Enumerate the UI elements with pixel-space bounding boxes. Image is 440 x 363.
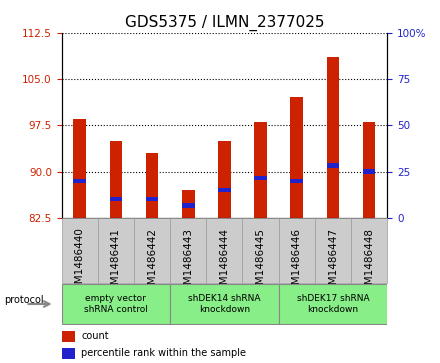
Bar — [146, 197, 158, 201]
Bar — [206, 218, 242, 283]
Bar — [73, 119, 86, 218]
Text: shDEK14 shRNA
knockdown: shDEK14 shRNA knockdown — [188, 294, 260, 314]
Text: GSM1486441: GSM1486441 — [111, 228, 121, 298]
Bar — [315, 218, 351, 283]
Bar — [279, 284, 387, 324]
Title: GDS5375 / ILMN_2377025: GDS5375 / ILMN_2377025 — [125, 15, 324, 31]
Text: GSM1486440: GSM1486440 — [75, 228, 84, 297]
Bar — [290, 179, 303, 183]
Bar — [290, 98, 303, 218]
Bar — [326, 57, 339, 218]
Bar — [170, 218, 206, 283]
Text: GSM1486447: GSM1486447 — [328, 228, 338, 298]
Bar — [110, 141, 122, 218]
Bar — [134, 218, 170, 283]
Bar — [218, 141, 231, 218]
Bar — [279, 218, 315, 283]
Text: GSM1486445: GSM1486445 — [256, 228, 266, 298]
Text: empty vector
shRNA control: empty vector shRNA control — [84, 294, 148, 314]
Text: GSM1486442: GSM1486442 — [147, 228, 157, 298]
Bar — [110, 197, 122, 201]
Text: count: count — [81, 331, 109, 341]
Text: shDEK17 shRNA
knockdown: shDEK17 shRNA knockdown — [297, 294, 369, 314]
Bar — [363, 122, 375, 218]
Bar — [62, 331, 75, 342]
Bar — [98, 218, 134, 283]
Bar — [62, 348, 75, 359]
Text: GSM1486444: GSM1486444 — [220, 228, 229, 298]
Text: GSM1486443: GSM1486443 — [183, 228, 193, 298]
Text: GSM1486446: GSM1486446 — [292, 228, 302, 298]
Bar — [363, 170, 375, 174]
Bar — [182, 190, 194, 218]
Text: GSM1486448: GSM1486448 — [364, 228, 374, 298]
Bar — [62, 284, 170, 324]
Bar — [254, 122, 267, 218]
Text: percentile rank within the sample: percentile rank within the sample — [81, 348, 246, 359]
Bar — [146, 153, 158, 218]
Bar — [351, 218, 387, 283]
Bar — [62, 218, 98, 283]
Bar — [170, 284, 279, 324]
Bar — [254, 176, 267, 180]
Bar — [326, 163, 339, 167]
Bar — [182, 203, 194, 208]
Bar — [73, 179, 86, 183]
Bar — [242, 218, 279, 283]
Text: protocol: protocol — [4, 295, 44, 305]
Bar — [218, 188, 231, 192]
